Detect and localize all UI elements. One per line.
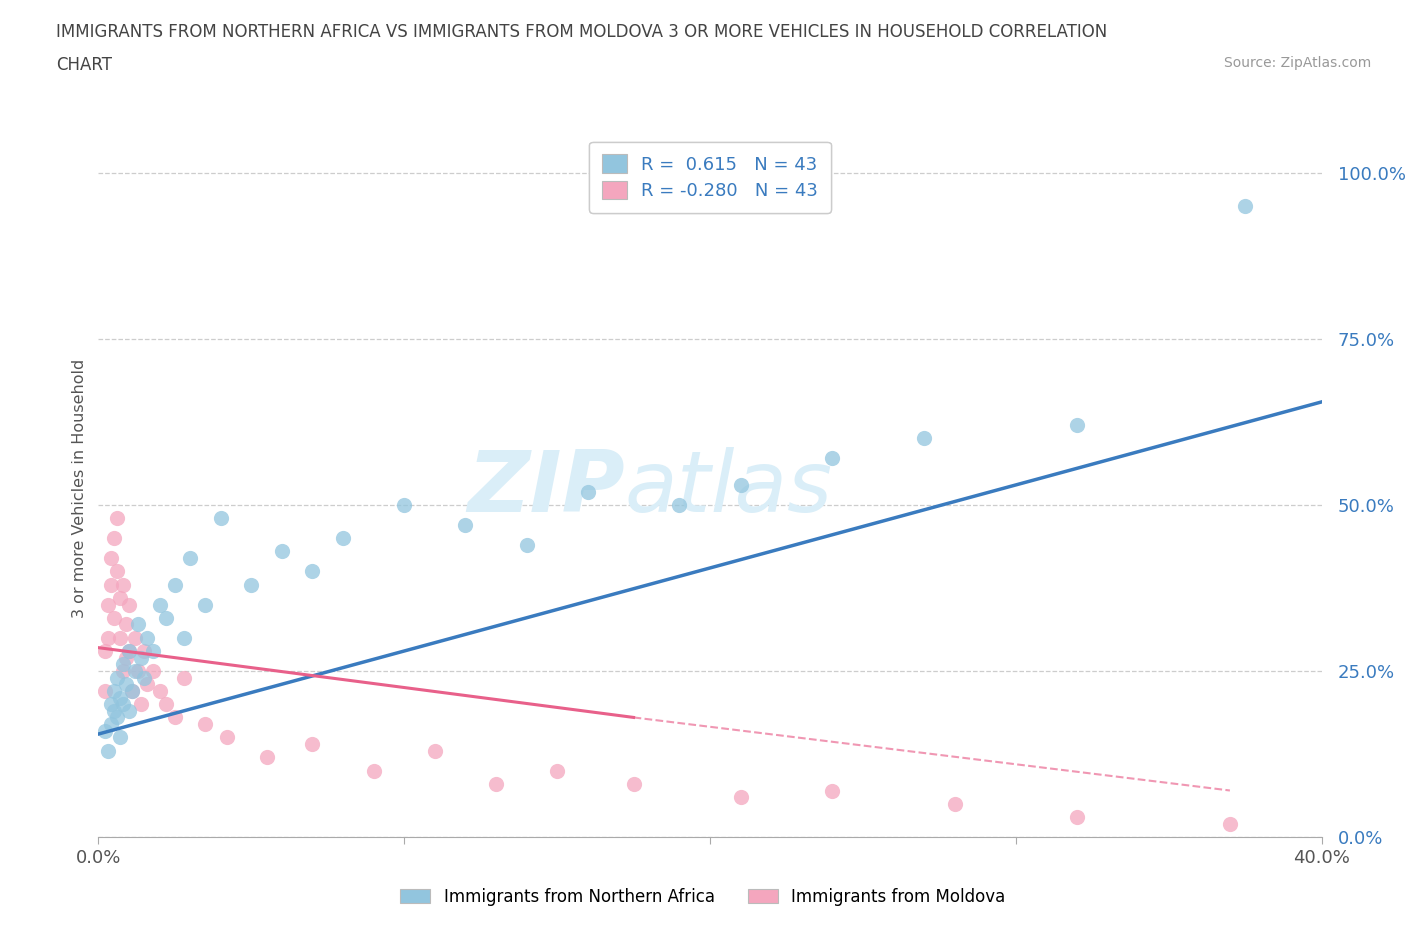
Point <box>103 703 125 718</box>
Point <box>136 631 159 645</box>
Point <box>1234 198 1257 213</box>
Point <box>301 737 323 751</box>
Y-axis label: 3 or more Vehicles in Household: 3 or more Vehicles in Household <box>72 359 87 618</box>
Point <box>423 743 446 758</box>
Point <box>623 777 645 791</box>
Point <box>103 531 125 546</box>
Point <box>111 657 134 671</box>
Point <box>115 650 138 665</box>
Point <box>105 710 128 724</box>
Point <box>173 631 195 645</box>
Point <box>194 717 217 732</box>
Point <box>100 551 122 565</box>
Point <box>912 431 935 445</box>
Point <box>105 671 128 685</box>
Point <box>516 538 538 552</box>
Point <box>129 697 152 711</box>
Point <box>821 783 844 798</box>
Point <box>179 551 201 565</box>
Point <box>1066 810 1088 825</box>
Point <box>111 663 134 678</box>
Legend: R =  0.615   N = 43, R = -0.280   N = 43: R = 0.615 N = 43, R = -0.280 N = 43 <box>589 141 831 213</box>
Point <box>1066 418 1088 432</box>
Point <box>108 690 131 705</box>
Point <box>943 796 966 811</box>
Point <box>103 684 125 698</box>
Point <box>134 671 156 685</box>
Point <box>194 597 217 612</box>
Point <box>118 644 141 658</box>
Point <box>485 777 508 791</box>
Point <box>155 610 177 625</box>
Point <box>100 578 122 592</box>
Point <box>100 717 122 732</box>
Point <box>111 578 134 592</box>
Point <box>93 724 115 738</box>
Point <box>97 597 120 612</box>
Point <box>576 485 599 499</box>
Point <box>118 597 141 612</box>
Text: atlas: atlas <box>624 446 832 530</box>
Point <box>105 564 128 578</box>
Text: ZIP: ZIP <box>467 446 624 530</box>
Point <box>149 597 172 612</box>
Point <box>301 564 323 578</box>
Point <box>363 764 385 778</box>
Point <box>111 697 134 711</box>
Text: Source: ZipAtlas.com: Source: ZipAtlas.com <box>1223 56 1371 70</box>
Point <box>108 591 131 605</box>
Point <box>100 697 122 711</box>
Point <box>155 697 177 711</box>
Point <box>127 617 149 631</box>
Point <box>93 644 115 658</box>
Point <box>215 730 238 745</box>
Point <box>256 750 278 764</box>
Point <box>163 578 186 592</box>
Point <box>115 677 138 692</box>
Point <box>392 498 416 512</box>
Point <box>1219 817 1241 831</box>
Point <box>240 578 263 592</box>
Point <box>97 631 120 645</box>
Point <box>270 544 292 559</box>
Legend: Immigrants from Northern Africa, Immigrants from Moldova: Immigrants from Northern Africa, Immigra… <box>394 881 1012 912</box>
Point <box>108 730 131 745</box>
Point <box>136 677 159 692</box>
Point <box>134 644 156 658</box>
Text: CHART: CHART <box>56 56 112 73</box>
Point <box>93 684 115 698</box>
Point <box>142 644 165 658</box>
Point <box>332 531 354 546</box>
Point <box>124 663 146 678</box>
Point <box>118 644 141 658</box>
Point <box>121 684 143 698</box>
Point <box>668 498 690 512</box>
Point <box>124 631 146 645</box>
Point <box>127 663 149 678</box>
Text: IMMIGRANTS FROM NORTHERN AFRICA VS IMMIGRANTS FROM MOLDOVA 3 OR MORE VEHICLES IN: IMMIGRANTS FROM NORTHERN AFRICA VS IMMIG… <box>56 23 1108 41</box>
Point <box>108 631 131 645</box>
Point <box>149 684 172 698</box>
Point <box>821 451 844 466</box>
Point <box>546 764 568 778</box>
Point <box>97 743 120 758</box>
Point <box>209 511 232 525</box>
Point <box>163 710 186 724</box>
Point <box>115 617 138 631</box>
Point <box>730 790 752 804</box>
Point <box>121 684 143 698</box>
Point <box>173 671 195 685</box>
Point <box>129 650 152 665</box>
Point <box>105 511 128 525</box>
Point <box>103 610 125 625</box>
Point <box>142 663 165 678</box>
Point <box>730 477 752 492</box>
Point <box>118 703 141 718</box>
Point <box>454 517 477 532</box>
